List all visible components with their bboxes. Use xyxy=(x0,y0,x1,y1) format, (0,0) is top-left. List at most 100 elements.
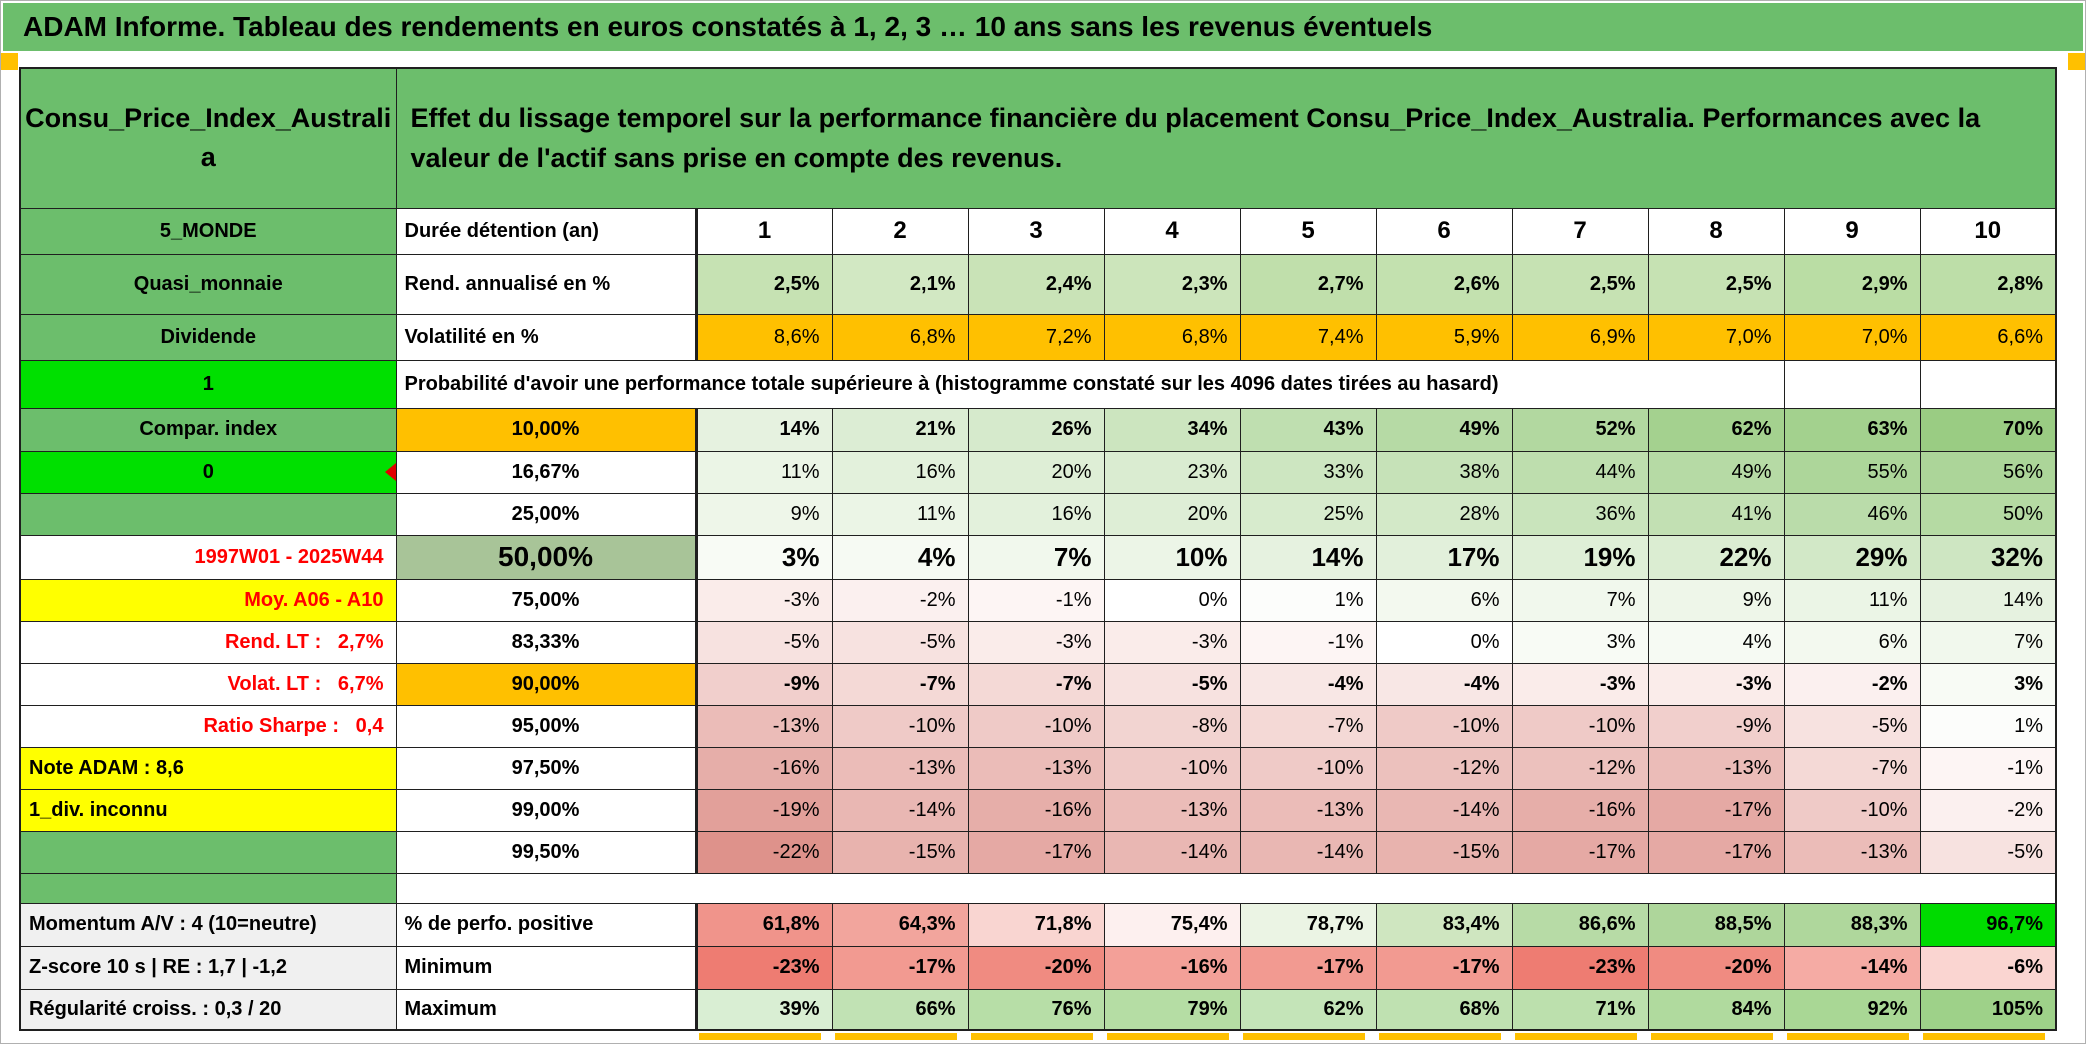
asset-name-cell[interactable]: Consu_Price_Index_Australia xyxy=(19,67,397,209)
data-cell[interactable]: -19% xyxy=(695,788,833,832)
data-cell[interactable]: 86,6% xyxy=(1511,902,1649,947)
data-cell[interactable]: 56% xyxy=(1919,450,2057,494)
data-cell[interactable]: -17% xyxy=(1647,788,1785,832)
data-cell[interactable]: 44% xyxy=(1511,450,1649,494)
data-cell[interactable]: 84% xyxy=(1647,988,1785,1031)
data-cell[interactable]: -20% xyxy=(1647,945,1785,990)
data-cell[interactable]: 6% xyxy=(1783,620,1921,664)
data-cell[interactable]: 6,6% xyxy=(1919,313,2057,361)
data-cell[interactable]: 92% xyxy=(1783,988,1921,1031)
data-cell[interactable]: 96,7% xyxy=(1919,902,2057,947)
data-cell[interactable]: -14% xyxy=(1103,830,1241,874)
data-cell[interactable]: -7% xyxy=(831,662,969,706)
data-cell[interactable]: -16% xyxy=(695,746,833,790)
data-cell[interactable]: -10% xyxy=(831,704,969,748)
description-cell[interactable]: Effet du lissage temporel sur la perform… xyxy=(395,67,2057,209)
label-empty[interactable] xyxy=(19,830,397,874)
data-cell[interactable]: -15% xyxy=(1375,830,1513,874)
data-cell[interactable]: 11% xyxy=(695,450,833,494)
metric-positive-perf[interactable]: % de perfo. positive xyxy=(395,902,698,947)
data-cell[interactable]: -13% xyxy=(831,746,969,790)
data-cell[interactable]: 78,7% xyxy=(1239,902,1377,947)
data-cell[interactable]: -5% xyxy=(1103,662,1241,706)
quantile-cell[interactable]: 99,00% xyxy=(395,788,698,832)
data-cell[interactable]: 11% xyxy=(831,492,969,536)
data-cell[interactable]: -17% xyxy=(1375,945,1513,990)
quantile-cell[interactable]: 99,50% xyxy=(395,830,698,874)
data-cell[interactable]: 16% xyxy=(967,492,1105,536)
data-cell[interactable]: 3 xyxy=(967,207,1105,255)
data-cell[interactable]: -12% xyxy=(1375,746,1513,790)
data-cell[interactable]: 66% xyxy=(831,988,969,1031)
data-cell[interactable]: -22% xyxy=(695,830,833,874)
data-cell[interactable]: 7% xyxy=(967,534,1105,580)
data-cell[interactable]: -13% xyxy=(1647,746,1785,790)
data-cell[interactable]: 55% xyxy=(1783,450,1921,494)
probability-caption[interactable]: Probabilité d'avoir une performance tota… xyxy=(395,359,1785,409)
data-cell[interactable]: 16% xyxy=(831,450,969,494)
data-cell[interactable]: -2% xyxy=(1783,662,1921,706)
metric-duration[interactable]: Durée détention (an) xyxy=(395,207,698,255)
metric-annual-return[interactable]: Rend. annualisé en % xyxy=(395,253,698,315)
data-cell[interactable]: 2,8% xyxy=(1919,253,2057,315)
data-cell[interactable]: -5% xyxy=(1783,704,1921,748)
data-cell[interactable]: 75,4% xyxy=(1103,902,1241,947)
data-cell[interactable]: 2,6% xyxy=(1375,253,1513,315)
data-cell[interactable]: -14% xyxy=(1239,830,1377,874)
data-cell[interactable]: 52% xyxy=(1511,407,1649,452)
data-cell[interactable]: 36% xyxy=(1511,492,1649,536)
label-flag-0[interactable]: 0 xyxy=(19,450,397,494)
data-cell[interactable]: 6,9% xyxy=(1511,313,1649,361)
data-cell[interactable]: 5,9% xyxy=(1375,313,1513,361)
metric-volatility[interactable]: Volatilité en % xyxy=(395,313,698,361)
data-cell[interactable]: -4% xyxy=(1239,662,1377,706)
data-cell[interactable]: 4% xyxy=(1647,620,1785,664)
quantile-cell[interactable]: 10,00% xyxy=(395,407,698,452)
label-ratio-sharpe[interactable]: Ratio Sharpe : 0,4 xyxy=(19,704,397,748)
data-cell[interactable]: 14% xyxy=(1239,534,1377,580)
data-cell[interactable]: -7% xyxy=(1239,704,1377,748)
data-cell[interactable]: 7 xyxy=(1511,207,1649,255)
data-cell[interactable]: -23% xyxy=(695,945,833,990)
quantile-cell[interactable]: 75,00% xyxy=(395,578,698,622)
label-regularite[interactable]: Régularité croiss. : 0,3 / 20 xyxy=(19,988,397,1031)
data-cell[interactable]: -1% xyxy=(1919,746,2057,790)
data-cell[interactable]: 1% xyxy=(1239,578,1377,622)
data-cell[interactable]: -17% xyxy=(967,830,1105,874)
data-cell[interactable]: -3% xyxy=(695,578,833,622)
data-cell[interactable]: 2,5% xyxy=(1511,253,1649,315)
data-cell[interactable]: 76% xyxy=(967,988,1105,1031)
data-cell[interactable]: -9% xyxy=(1647,704,1785,748)
data-cell[interactable]: 23% xyxy=(1103,450,1241,494)
data-cell[interactable]: 25% xyxy=(1239,492,1377,536)
data-cell[interactable]: 14% xyxy=(695,407,833,452)
data-cell[interactable]: -3% xyxy=(1511,662,1649,706)
data-cell[interactable]: 0% xyxy=(1375,620,1513,664)
data-cell[interactable]: -10% xyxy=(1239,746,1377,790)
data-cell[interactable]: 1% xyxy=(1919,704,2057,748)
label-empty[interactable] xyxy=(19,492,397,536)
data-cell[interactable]: -17% xyxy=(1647,830,1785,874)
data-cell[interactable]: 21% xyxy=(831,407,969,452)
data-cell[interactable]: 2,5% xyxy=(695,253,833,315)
data-cell[interactable]: -7% xyxy=(1783,746,1921,790)
data-cell[interactable]: 6% xyxy=(1375,578,1513,622)
data-cell[interactable]: 8,6% xyxy=(695,313,833,361)
data-cell[interactable]: 7,4% xyxy=(1239,313,1377,361)
data-cell[interactable]: 4 xyxy=(1103,207,1241,255)
data-cell[interactable]: 7,0% xyxy=(1647,313,1785,361)
quantile-cell[interactable]: 16,67% xyxy=(395,450,698,494)
data-cell[interactable]: 20% xyxy=(1103,492,1241,536)
data-cell[interactable]: -9% xyxy=(695,662,833,706)
data-cell[interactable]: 3% xyxy=(1919,662,2057,706)
data-cell[interactable]: 68% xyxy=(1375,988,1513,1031)
data-cell[interactable]: -13% xyxy=(1239,788,1377,832)
quantile-cell[interactable]: 95,00% xyxy=(395,704,698,748)
data-cell[interactable]: 63% xyxy=(1783,407,1921,452)
data-cell[interactable]: 3% xyxy=(695,534,833,580)
data-cell[interactable]: -16% xyxy=(1103,945,1241,990)
data-cell[interactable]: -16% xyxy=(1511,788,1649,832)
label-rend-lt[interactable]: Rend. LT : 2,7% xyxy=(19,620,397,664)
data-cell[interactable]: -14% xyxy=(1375,788,1513,832)
metric-maximum[interactable]: Maximum xyxy=(395,988,698,1031)
